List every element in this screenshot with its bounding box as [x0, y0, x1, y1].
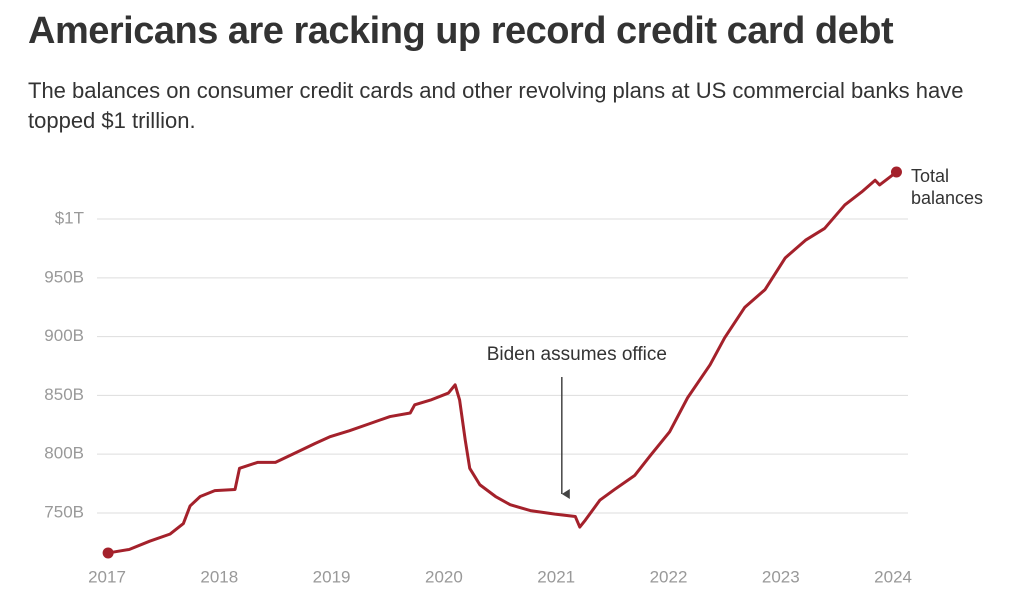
x-tick-label: 2023: [762, 567, 800, 586]
x-tick-label: 2020: [425, 567, 463, 586]
x-tick-label: 2019: [313, 567, 351, 586]
y-tick-label: 900B: [44, 326, 84, 345]
y-tick-label: 850B: [44, 385, 84, 404]
series-label: Total balances: [911, 166, 984, 208]
x-tick-label: 2017: [88, 567, 126, 586]
chart-title: Americans are racking up record credit c…: [28, 10, 894, 52]
annotation: Biden assumes office: [487, 344, 667, 365]
y-tick-label: 750B: [44, 502, 84, 521]
end-dot: [102, 547, 114, 559]
x-tick-label: 2021: [537, 567, 575, 586]
line: [107, 170, 898, 555]
chart-subtitle: The balances on consumer credit cards an…: [28, 78, 964, 133]
y-tick-label: 800B: [44, 444, 84, 463]
x-tick-label: 2022: [650, 567, 688, 586]
y-tick-label: 950B: [44, 267, 84, 286]
x-tick-label: 2018: [200, 567, 238, 586]
y-tick-label: $1T: [55, 209, 84, 228]
x-tick-label: 2024: [874, 567, 912, 586]
end-dot: [890, 166, 902, 178]
